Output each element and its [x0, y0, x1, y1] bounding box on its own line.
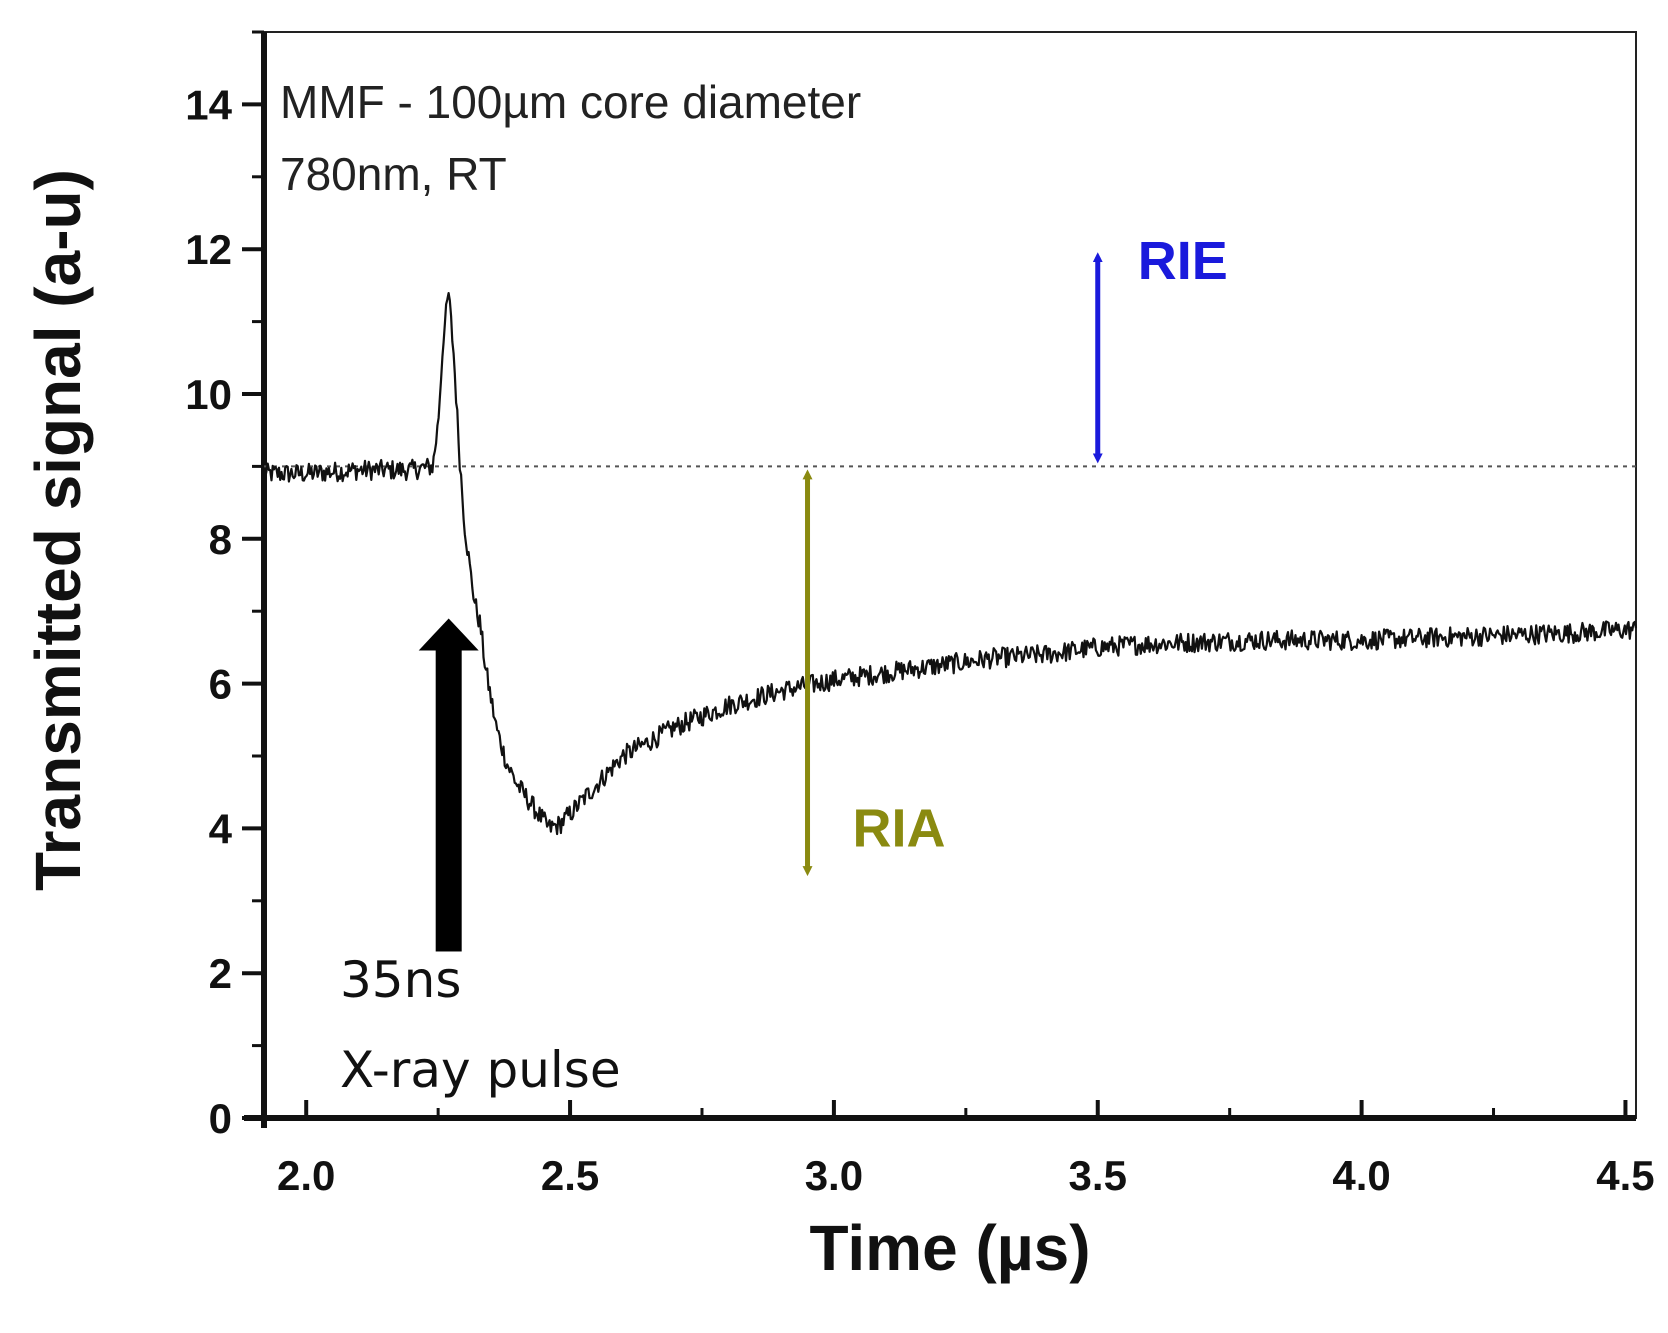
x-tick-label-0: 2.0 — [277, 1152, 335, 1199]
x-axis-title: Time (µs) — [809, 1212, 1090, 1284]
y-tick-label-1: 2 — [209, 950, 232, 997]
x-tick-label-4: 4.0 — [1332, 1152, 1390, 1199]
series-transmitted-signal — [262, 292, 1638, 836]
x-tick-label-2: 3.0 — [805, 1152, 863, 1199]
info-line-1: MMF - 100µm core diameter — [280, 76, 861, 128]
x-tick-label-1: 2.5 — [541, 1152, 599, 1199]
ria-label: RIA — [853, 798, 946, 858]
pulse-label-1: 35ns — [340, 951, 461, 1009]
y-tick-label-6: 12 — [185, 226, 232, 273]
y-tick-label-5: 10 — [185, 371, 232, 418]
y-ticks: 0 2 4 6 8 10 12 14 — [185, 30, 264, 1142]
rie-label: RIE — [1138, 231, 1228, 291]
x-ticks: 2.0 2.5 3.0 3.5 4.0 4.5 — [277, 1100, 1655, 1199]
y-tick-label-4: 8 — [209, 516, 232, 563]
pulse-label-2: X-ray pulse — [340, 1041, 621, 1099]
y-tick-label-7: 14 — [185, 81, 232, 128]
info-line-2: 780nm, RT — [280, 148, 507, 200]
x-tick-label-5: 4.5 — [1596, 1152, 1654, 1199]
y-tick-label-2: 4 — [209, 805, 233, 852]
xray-pulse-arrow — [418, 618, 479, 952]
x-tick-label-3: 3.5 — [1069, 1152, 1127, 1199]
y-tick-label-3: 6 — [209, 661, 232, 708]
y-axis-title: Transmitted signal (a-u) — [22, 169, 94, 891]
y-tick-label-0: 0 — [209, 1095, 232, 1142]
